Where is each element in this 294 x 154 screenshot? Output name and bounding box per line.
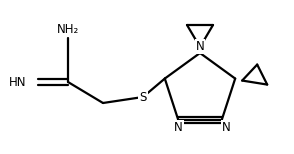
Text: N: N <box>174 121 183 134</box>
Text: S: S <box>139 91 147 103</box>
Text: N: N <box>222 121 230 134</box>
Text: HN: HN <box>9 75 26 89</box>
Text: NH₂: NH₂ <box>57 23 79 36</box>
Text: N: N <box>196 40 204 53</box>
